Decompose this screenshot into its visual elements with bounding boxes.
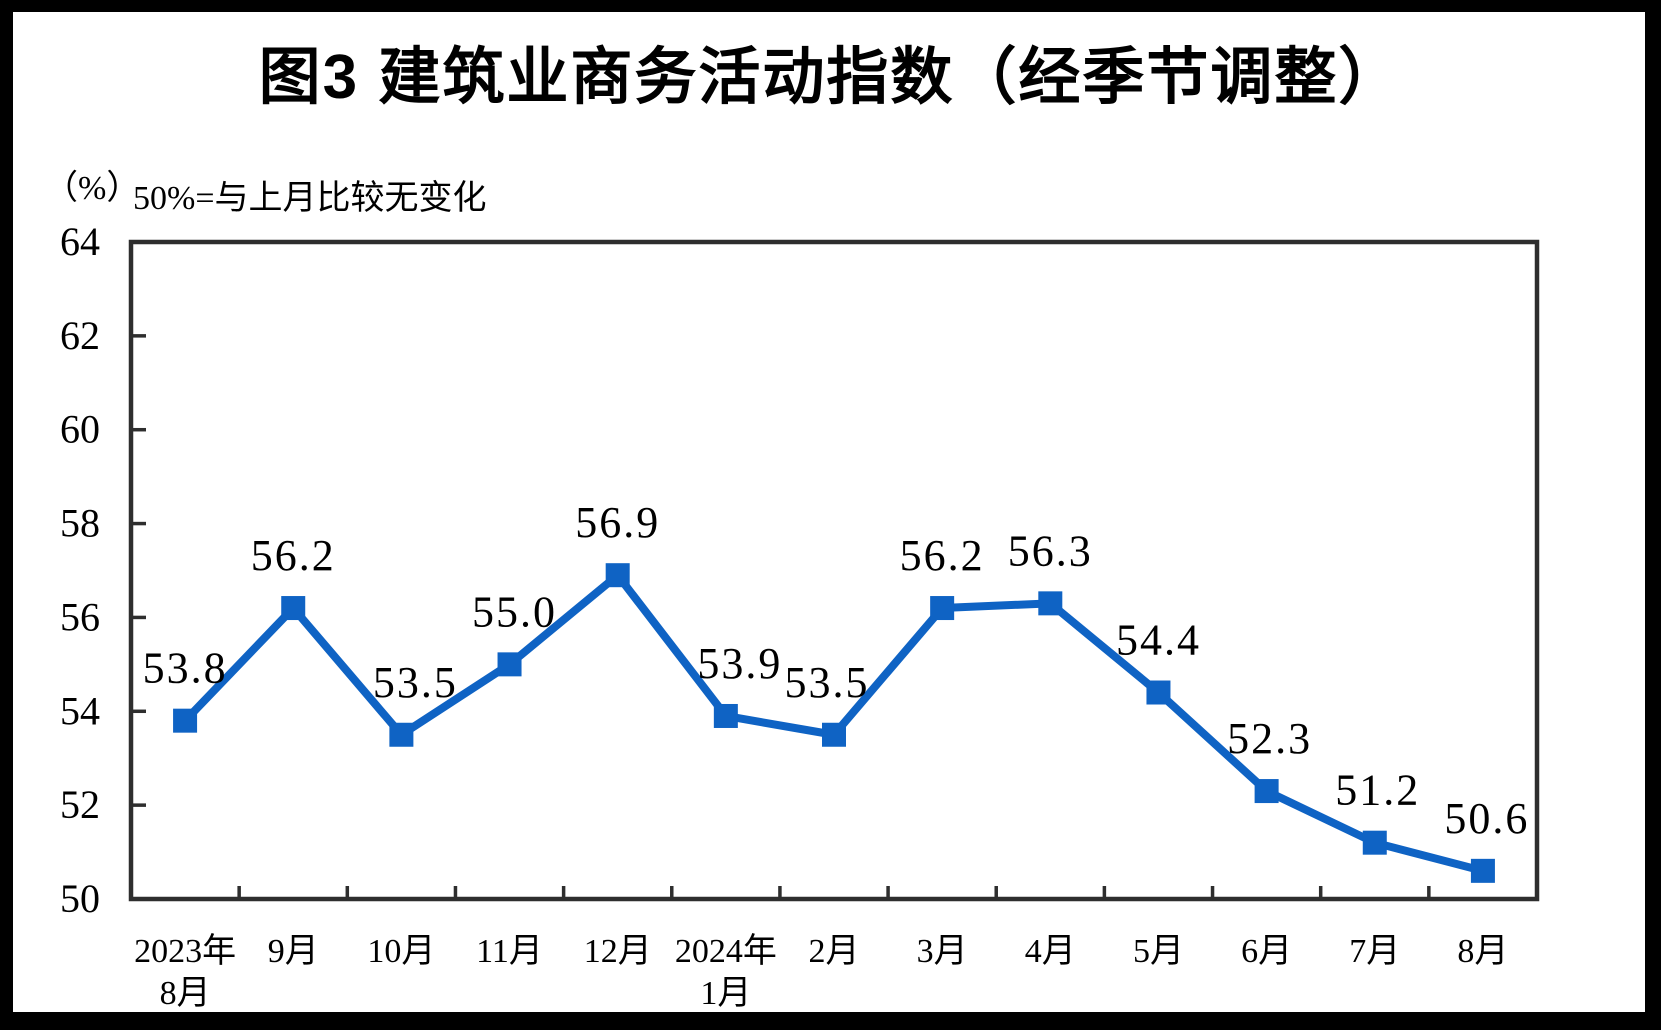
data-point-marker [497,652,522,677]
data-point-label: 54.4 [1116,616,1201,665]
y-axis-tick-label: 50 [60,876,100,921]
data-point-label: 53.5 [373,658,458,707]
x-axis-category-label: 2023年 8月 [134,932,236,1012]
chart-title: 图3 建筑业商务活动指数（经季节调整） [258,43,1403,112]
x-axis-category-label: 10月 [367,933,435,970]
x-axis-category-label: 2月 [809,933,860,970]
y-axis-unit-label: （%） [44,170,141,207]
x-axis-category-label: 8月 [1457,933,1508,970]
data-point-label: 50.6 [1444,794,1529,843]
x-axis-category-label: 4月 [1025,933,1076,970]
y-axis-tick-label: 64 [60,219,100,264]
x-axis-category-label: 5月 [1133,933,1184,970]
data-point-marker [605,563,630,588]
data-point-marker [281,596,306,621]
data-point-label: 53.9 [697,639,782,688]
x-axis-category-label: 9月 [268,933,319,970]
reference-line-note: 50%=与上月比较无变化 [133,180,487,217]
y-axis-tick-label: 54 [60,688,100,733]
data-point-label: 56.3 [1008,526,1093,575]
y-axis-tick-label: 52 [60,782,100,827]
x-axis: 2023年 8月 9月 10月 11月 12月 2024年 1月 2月 3月 4月 5月 6月 7月 8月 [134,886,1508,1012]
x-axis-category-label: 6月 [1241,933,1292,970]
data-point-label: 56.2 [251,531,336,580]
data-point-label: 53.5 [785,658,870,707]
data-point-marker [1146,680,1171,705]
plot-border [128,239,1540,902]
data-point-marker [1362,830,1387,855]
data-point-label: 51.2 [1335,766,1420,815]
x-axis-category-label: 2024年 1月 [675,932,777,1012]
data-point-marker [713,703,738,728]
x-axis-category-label: 11月 [476,933,543,970]
y-axis-tick-label: 56 [60,594,100,639]
data-point-marker [389,722,414,747]
y-axis-tick-label: 62 [60,313,100,358]
x-axis-category-label: 7月 [1349,933,1400,970]
y-axis-tick-label: 58 [60,501,100,546]
data-point-label: 56.9 [575,498,660,547]
data-point-label: 55.0 [472,587,557,636]
x-axis-category-label: 12月 [584,933,652,970]
data-point-marker [1470,858,1495,883]
data-point-marker [930,596,955,621]
data-point-markers [173,563,1495,883]
y-axis-tick-label: 60 [60,407,100,452]
data-point-label: 56.2 [900,531,985,580]
data-labels: 53.856.253.555.056.953.9 53.556.2 56.354.4… [143,498,1529,843]
data-point-marker [822,722,846,747]
data-point-marker [173,708,198,733]
data-point-marker [1038,591,1063,616]
x-axis-category-label: 3月 [917,933,968,970]
data-point-marker [1254,779,1279,804]
data-point-label: 53.8 [143,644,228,693]
data-point-label: 52.3 [1227,714,1312,763]
y-axis: 50 52 54 56 58 60 62 64 [60,219,146,921]
